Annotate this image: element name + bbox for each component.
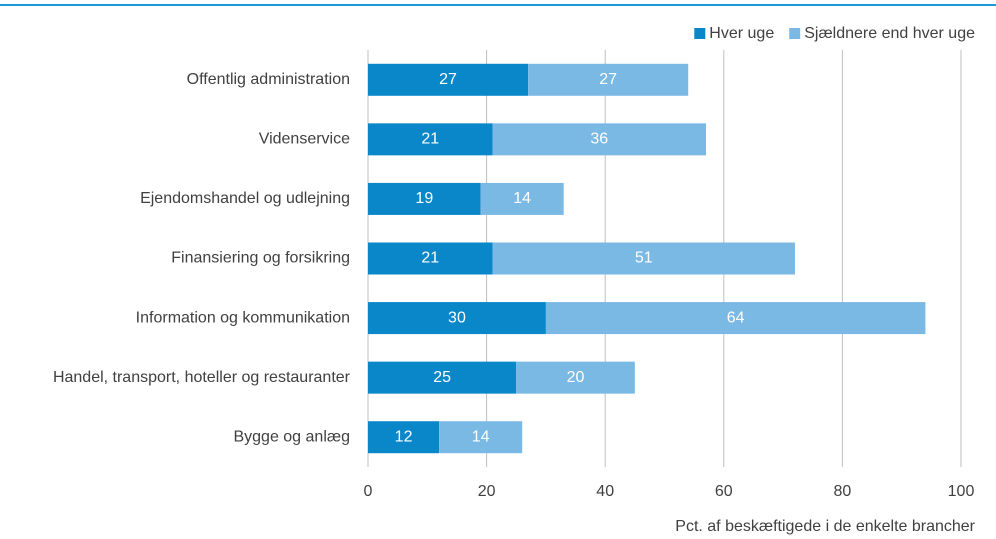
y-tick-label: Offentlig administration (187, 71, 350, 88)
x-tick-label: 0 (364, 483, 373, 500)
bar-segment (480, 182, 564, 215)
y-tick-label: Ejendomshandel og udlejning (140, 190, 350, 207)
bar-segment (368, 182, 481, 215)
bar-segment (368, 242, 493, 275)
bar-segment (368, 302, 546, 335)
bar-segment (368, 123, 493, 156)
legend-label: Hver uge (709, 25, 774, 42)
y-tick-label: Information og kommunikation (136, 309, 350, 326)
value-label: 12 (395, 428, 413, 445)
y-tick-label: Bygge og anlæg (233, 428, 350, 445)
bar-segment (492, 123, 707, 156)
value-label: 20 (567, 369, 585, 386)
x-tick-label: 60 (715, 483, 733, 500)
value-label: 51 (635, 250, 653, 267)
value-label: 30 (448, 309, 466, 326)
value-label: 14 (472, 428, 490, 445)
value-label: 19 (415, 190, 433, 207)
bar-segment (516, 361, 635, 394)
legend-swatch (789, 28, 801, 39)
x-tick-label: 100 (948, 483, 975, 500)
value-label: 27 (439, 71, 457, 88)
y-tick-label: Finansiering og forsikring (171, 250, 350, 267)
value-label: 27 (599, 71, 617, 88)
value-label: 14 (513, 190, 531, 207)
value-label: 64 (727, 309, 745, 326)
value-label: 21 (421, 131, 439, 148)
legend-swatch (694, 28, 706, 39)
x-tick-label: 20 (478, 483, 496, 500)
bar-segment (492, 242, 795, 275)
bar-segment (368, 361, 517, 394)
bar-segment (368, 63, 529, 96)
bar-segment (528, 63, 689, 96)
x-tick-label: 80 (834, 483, 852, 500)
x-axis-label: Pct. af beskæftigede i de enkelte branch… (675, 518, 975, 535)
value-label: 25 (433, 369, 451, 386)
value-label: 21 (421, 250, 439, 267)
bar-segment (439, 421, 523, 454)
y-tick-label: Videnservice (259, 131, 350, 148)
y-tick-label: Handel, transport, hoteller og restauran… (53, 369, 351, 386)
value-label: 36 (590, 131, 608, 148)
bar-segment (545, 302, 926, 335)
bar-segment (368, 421, 440, 454)
x-tick-label: 40 (596, 483, 614, 500)
legend-label: Sjældnere end hver uge (804, 25, 975, 42)
